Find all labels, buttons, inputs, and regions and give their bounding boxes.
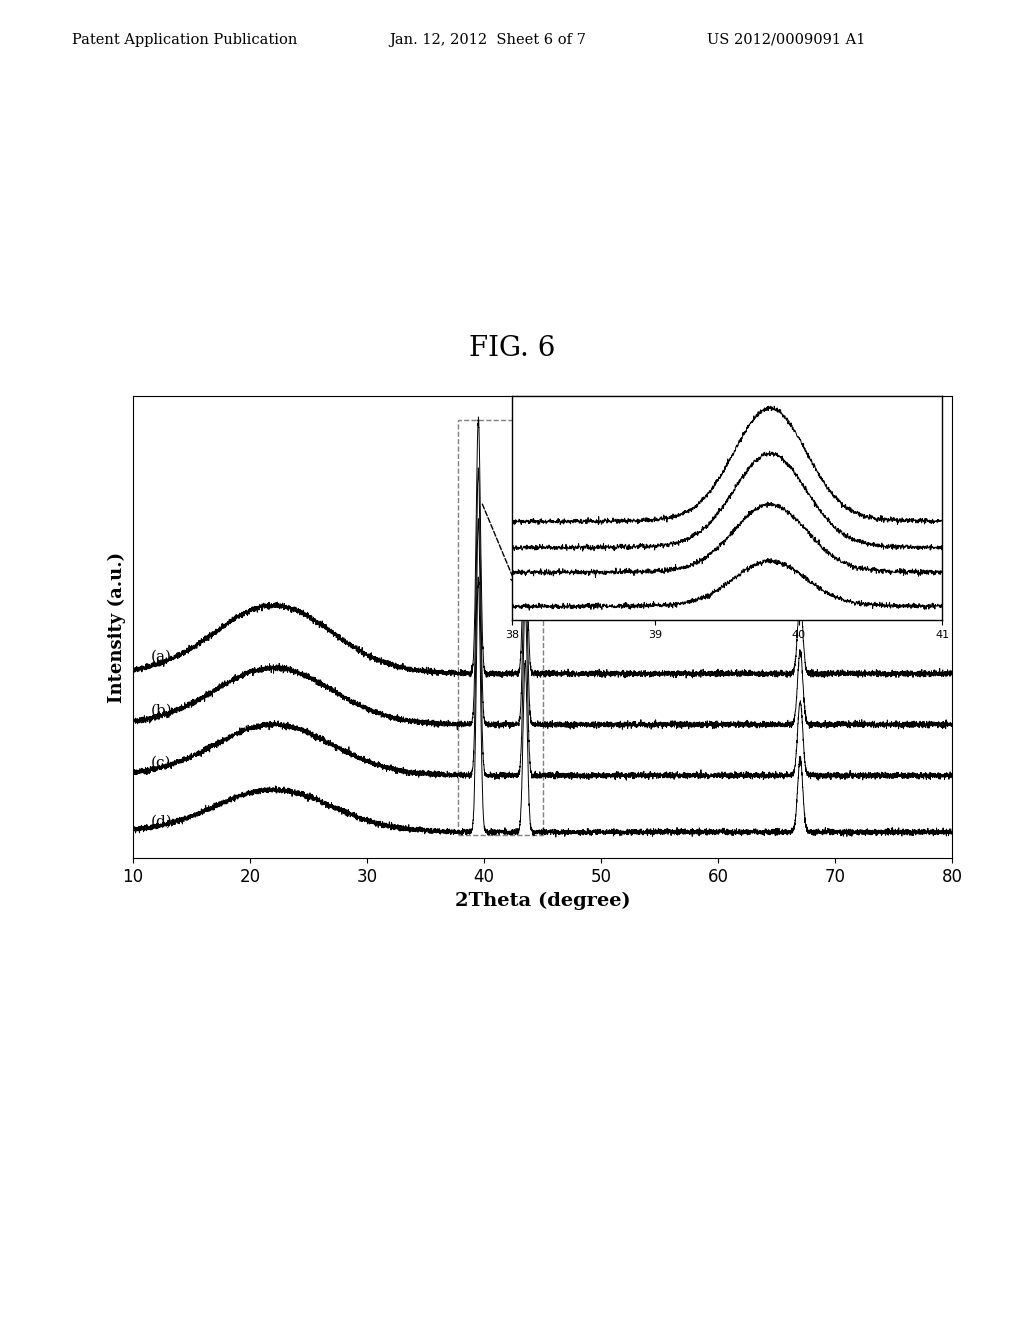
Text: (d): (d) xyxy=(151,814,172,829)
X-axis label: 2Theta (degree): 2Theta (degree) xyxy=(455,891,631,909)
Text: US 2012/0009091 A1: US 2012/0009091 A1 xyxy=(707,33,865,46)
Text: Patent Application Publication: Patent Application Publication xyxy=(72,33,297,46)
Text: (a): (a) xyxy=(151,649,172,664)
Bar xyxy=(459,420,543,834)
Text: FIG. 6: FIG. 6 xyxy=(469,335,555,363)
Text: (b): (b) xyxy=(151,704,172,717)
Text: (c): (c) xyxy=(151,756,171,770)
Text: Jan. 12, 2012  Sheet 6 of 7: Jan. 12, 2012 Sheet 6 of 7 xyxy=(389,33,586,46)
Y-axis label: Intensity (a.u.): Intensity (a.u.) xyxy=(108,552,126,702)
